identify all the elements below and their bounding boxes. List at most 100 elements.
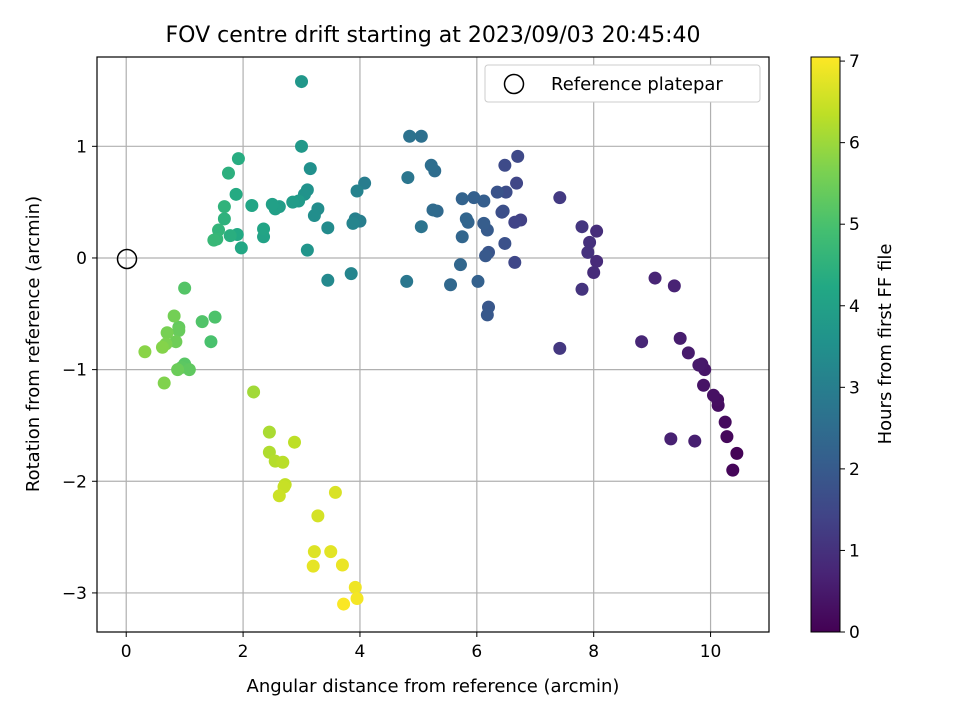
data-point-50	[455, 230, 469, 244]
x-axis: 0 2 4 6 8 10	[121, 632, 722, 662]
data-point-111	[157, 376, 171, 390]
data-point-23	[575, 282, 589, 296]
colorbar-tick-label: 3	[849, 378, 860, 398]
data-point-86	[234, 241, 248, 255]
grid	[97, 57, 769, 632]
data-point-16	[648, 271, 662, 285]
data-point-82	[265, 197, 279, 211]
data-point-100	[178, 281, 192, 295]
colorbar-tick-label: 1	[849, 541, 860, 561]
data-point-68	[321, 273, 335, 287]
data-point-46	[471, 274, 485, 288]
colorbar-label: Hours from first FF file	[875, 244, 896, 445]
data-point-0	[730, 446, 744, 460]
data-point-105	[172, 324, 186, 338]
data-point-25	[553, 341, 567, 355]
x-tick-label: 2	[238, 642, 249, 662]
scatter-points	[138, 75, 744, 611]
data-point-91	[221, 166, 235, 180]
data-point-79	[286, 195, 300, 209]
data-point-40	[480, 308, 494, 322]
x-axis-label: Angular distance from reference (arcmin)	[247, 676, 620, 697]
data-point-85	[245, 198, 259, 212]
data-point-75	[300, 243, 314, 257]
data-point-32	[498, 158, 512, 172]
plot-frame	[96, 56, 770, 633]
data-point-106	[171, 363, 185, 377]
data-point-44	[477, 194, 491, 208]
colorbar-tick-label: 4	[849, 297, 860, 317]
data-point-58	[403, 129, 417, 143]
legend-label: Reference platepar	[551, 74, 723, 95]
data-point-20	[590, 224, 604, 238]
y-tick-label: 1	[76, 137, 87, 157]
data-point-49	[459, 212, 473, 226]
data-point-18	[590, 254, 604, 268]
data-point-103	[182, 363, 196, 377]
data-point-130	[350, 592, 364, 606]
data-point-109	[160, 326, 174, 340]
x-tick-label: 4	[355, 642, 366, 662]
data-point-52	[444, 278, 458, 292]
data-point-11	[681, 346, 695, 360]
y-tick-label: 0	[76, 249, 87, 269]
data-point-125	[307, 545, 321, 559]
data-point-131	[337, 597, 351, 611]
data-point-30	[508, 255, 522, 269]
data-point-113	[138, 345, 152, 359]
x-tick-label: 8	[588, 642, 599, 662]
legend-box	[484, 64, 761, 103]
data-point-47	[455, 192, 469, 206]
data-point-77	[295, 139, 309, 153]
data-point-56	[424, 158, 438, 172]
x-tick-label: 6	[471, 642, 482, 662]
data-point-71	[307, 209, 321, 223]
data-point-14	[664, 432, 678, 446]
data-point-36	[498, 236, 512, 250]
data-point-45	[467, 191, 481, 205]
data-point-115	[262, 425, 276, 439]
data-point-93	[217, 200, 231, 214]
reference-platepar-marker	[116, 248, 138, 270]
data-point-15	[667, 279, 681, 293]
data-point-67	[344, 267, 358, 281]
data-point-84	[257, 222, 271, 236]
data-point-10	[692, 358, 706, 372]
data-point-108	[167, 309, 181, 323]
y-tick-label: −3	[62, 584, 87, 604]
colorbar-tick-label: 0	[849, 623, 860, 643]
data-point-12	[673, 331, 687, 345]
data-point-97	[204, 335, 218, 349]
data-point-122	[272, 489, 286, 503]
data-point-96	[207, 233, 221, 247]
data-point-99	[195, 315, 209, 329]
data-point-41	[479, 249, 493, 263]
data-point-65	[350, 184, 364, 198]
data-point-35	[496, 204, 510, 218]
data-point-1	[726, 463, 740, 477]
data-point-22	[581, 245, 595, 259]
data-point-54	[426, 203, 440, 217]
data-point-119	[288, 435, 302, 449]
data-point-92	[217, 212, 231, 226]
data-point-51	[453, 258, 467, 272]
colorbar-tick-label: 5	[849, 215, 860, 235]
data-point-124	[328, 485, 342, 499]
data-point-24	[575, 220, 589, 234]
data-point-112	[155, 340, 169, 354]
x-tick-label: 10	[700, 642, 722, 662]
data-point-114	[247, 385, 261, 399]
data-point-59	[414, 220, 428, 234]
data-point-17	[635, 335, 649, 349]
data-point-88	[229, 187, 243, 201]
data-point-6	[706, 388, 720, 402]
data-point-98	[208, 310, 222, 324]
data-point-128	[335, 558, 349, 572]
data-point-57	[414, 129, 428, 143]
data-point-37	[490, 185, 504, 199]
colorbar	[810, 56, 841, 633]
data-point-19	[587, 265, 601, 279]
data-point-118	[276, 455, 290, 469]
colorbar-tick-label: 6	[849, 134, 860, 154]
